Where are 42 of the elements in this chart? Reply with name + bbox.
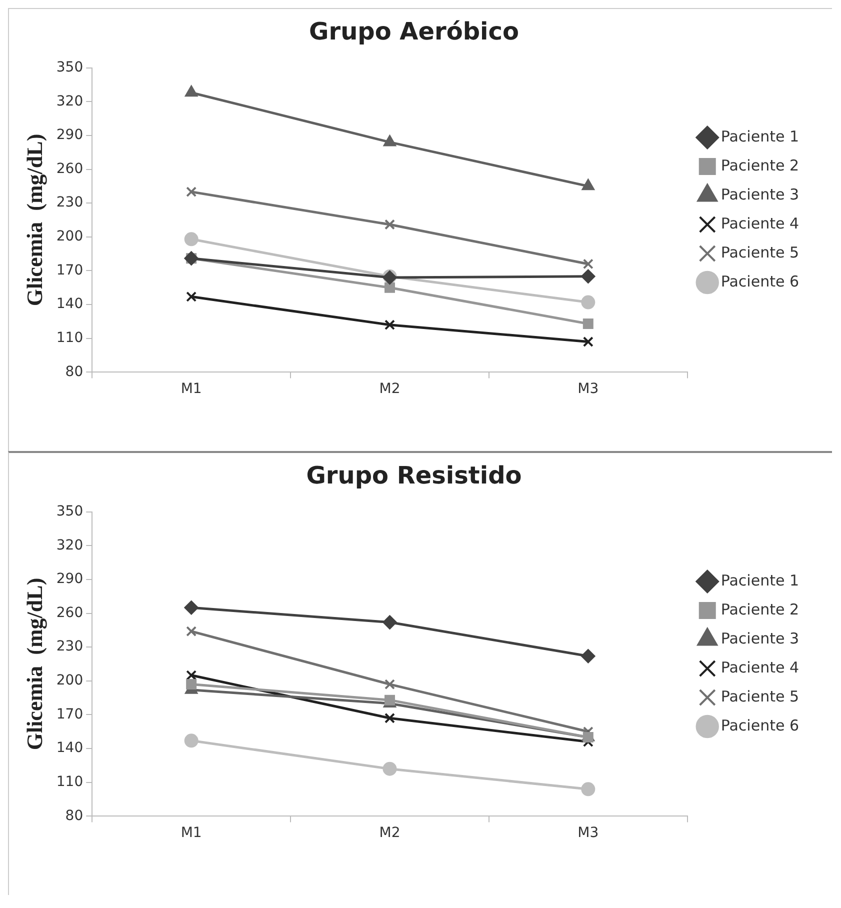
legend-label: Paciente 6: [720, 716, 800, 734]
x-tick-label: M3: [578, 825, 599, 842]
x-tick-label: M2: [379, 825, 400, 842]
y-tick-label: 260: [56, 604, 84, 621]
y-tick-label: 140: [56, 740, 84, 756]
y-tick-label: 320: [56, 537, 84, 554]
y-tick-label: 110: [56, 330, 84, 346]
x-tick-label: M1: [180, 825, 202, 842]
y-tick-label: 230: [56, 194, 84, 211]
legend-label: Paciente 2: [720, 156, 800, 174]
y-tick-label: 290: [56, 571, 84, 588]
y-axis-title: Glicemia (mg/dL): [22, 578, 47, 750]
y-tick-label: 320: [56, 93, 84, 110]
y-tick-label: 200: [56, 672, 84, 689]
y-tick-label: 170: [56, 262, 84, 278]
y-tick-label: 230: [56, 638, 84, 655]
y-tick-label: 170: [56, 706, 84, 722]
chart-title: Grupo Aeróbico: [309, 18, 519, 46]
y-tick-label: 80: [65, 808, 84, 824]
legend-label: Paciente 5: [720, 243, 800, 262]
legend-label: Paciente 5: [720, 687, 800, 706]
y-tick-label: 350: [56, 503, 84, 520]
legend-label: Paciente 4: [720, 658, 800, 676]
legend-label: Paciente 3: [720, 185, 800, 204]
x-tick-label: M3: [578, 381, 599, 398]
y-tick-label: 260: [56, 160, 84, 177]
chart-title: Grupo Resistido: [306, 462, 522, 490]
legend-label: Paciente 1: [720, 571, 800, 590]
y-tick-label: 140: [56, 296, 84, 312]
y-tick-label: 110: [56, 774, 84, 790]
legend-label: Paciente 4: [720, 214, 800, 232]
legend-label: Paciente 2: [720, 600, 800, 618]
x-tick-label: M2: [379, 381, 400, 398]
y-tick-label: 200: [56, 228, 84, 245]
y-tick-label: 80: [65, 364, 84, 380]
legend-label: Paciente 1: [720, 127, 800, 146]
legend-label: Paciente 3: [720, 629, 800, 648]
y-tick-label: 350: [56, 59, 84, 76]
y-tick-label: 290: [56, 127, 84, 144]
legend-label: Paciente 6: [720, 272, 800, 290]
x-tick-label: M1: [180, 381, 202, 398]
y-axis-title: Glicemia (mg/dL): [22, 134, 47, 306]
